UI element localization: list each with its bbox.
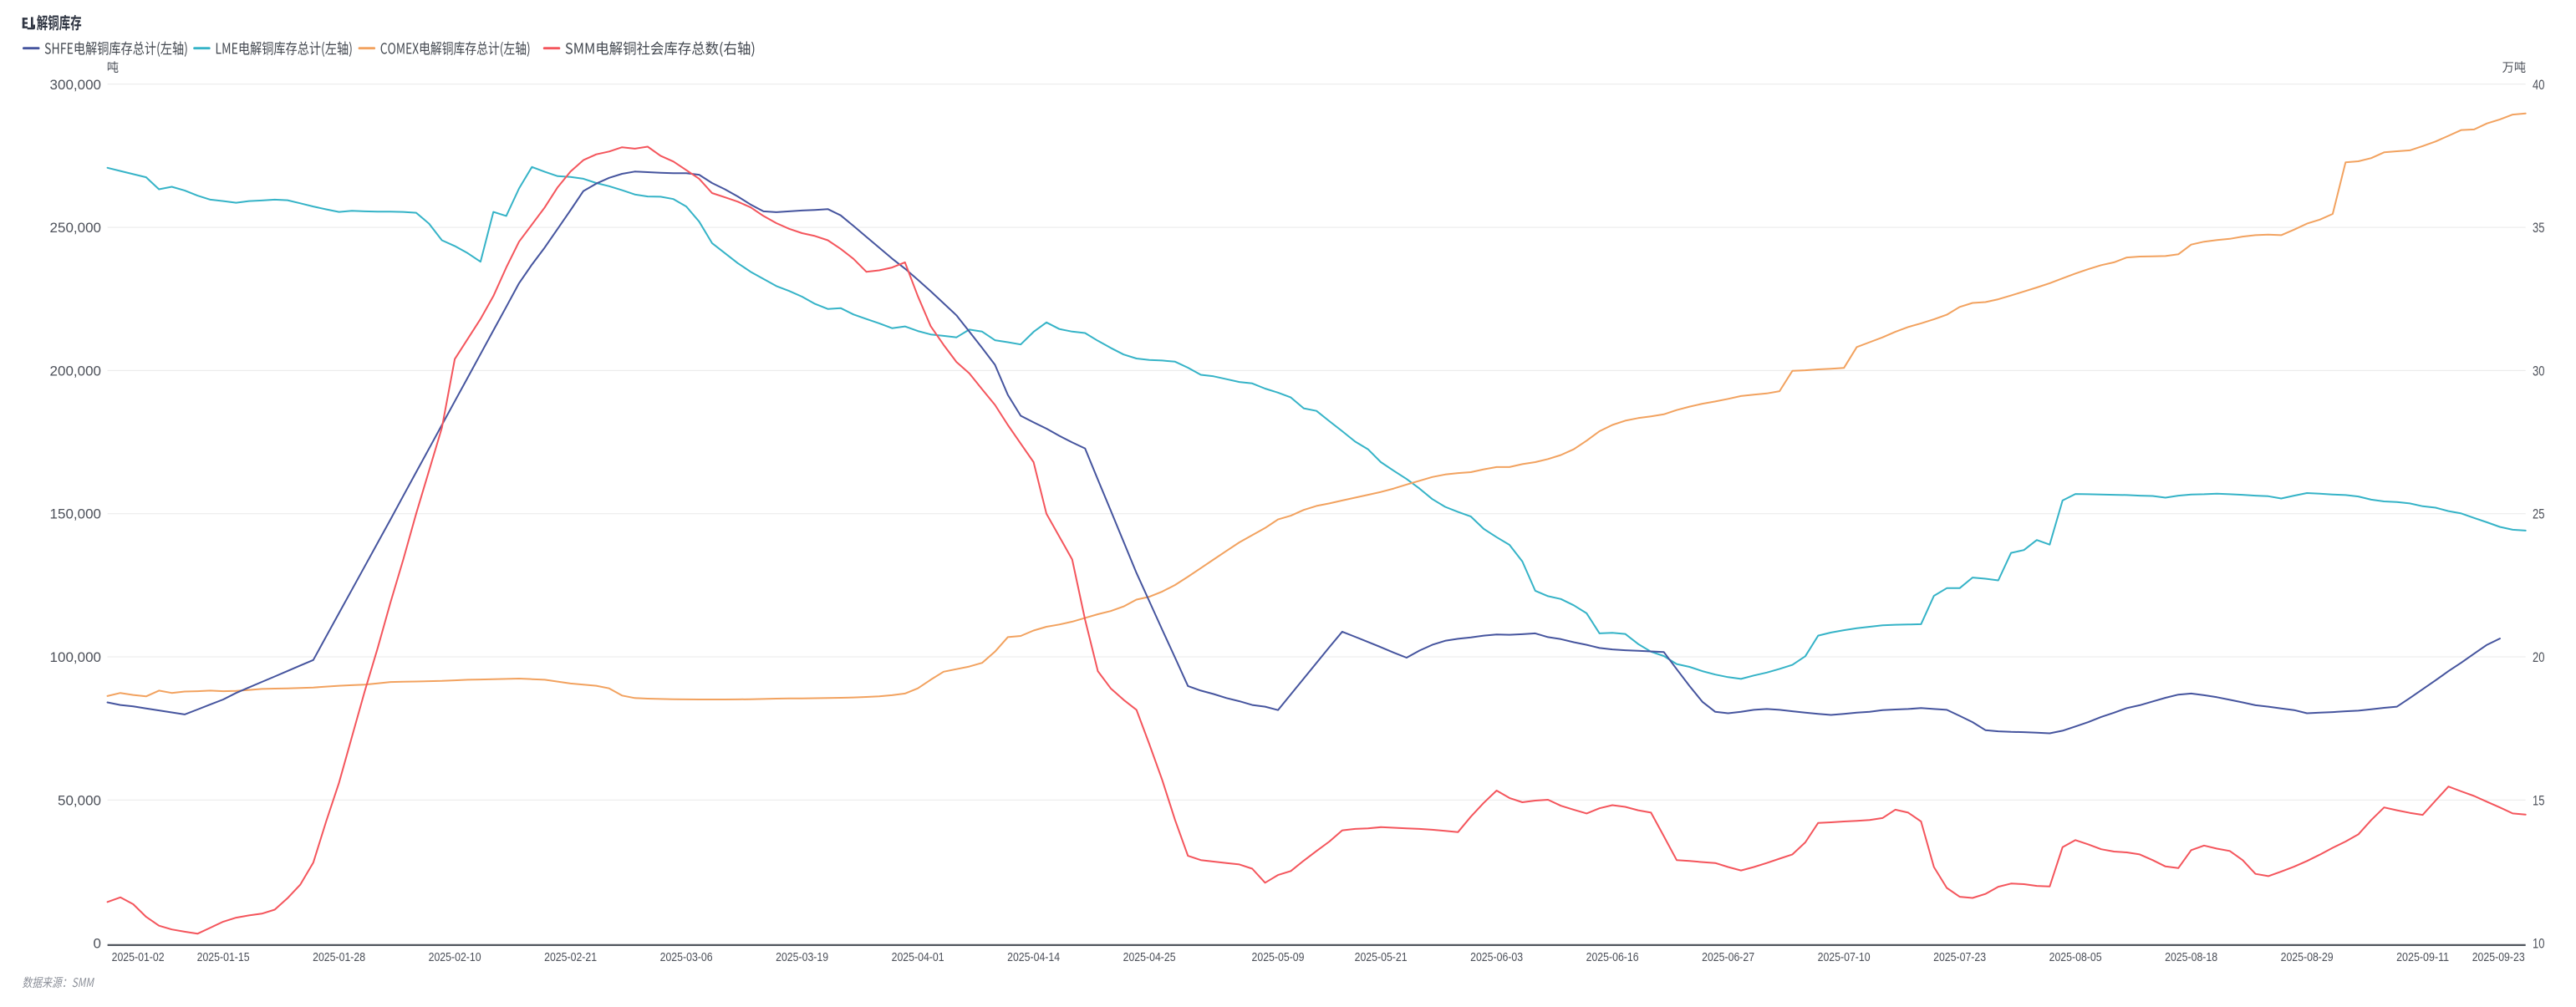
svg-text:2025-01-02: 2025-01-02 [112, 951, 165, 964]
svg-text:2025-02-21: 2025-02-21 [544, 951, 597, 964]
svg-text:300,000: 300,000 [50, 77, 101, 93]
svg-text:100,000: 100,000 [50, 649, 101, 665]
svg-text:2025-08-05: 2025-08-05 [2049, 951, 2102, 964]
svg-text:35: 35 [2533, 220, 2545, 236]
svg-text:2025-04-01: 2025-04-01 [892, 951, 944, 964]
svg-text:2025-04-14: 2025-04-14 [1007, 951, 1060, 964]
svg-text:2025-09-11: 2025-09-11 [2396, 951, 2449, 964]
svg-text:2025-03-19: 2025-03-19 [776, 951, 828, 964]
svg-text:2025-02-10: 2025-02-10 [429, 951, 481, 964]
svg-text:50,000: 50,000 [58, 792, 101, 808]
svg-text:2025-01-15: 2025-01-15 [197, 951, 250, 964]
svg-text:2025-06-27: 2025-06-27 [1702, 951, 1754, 964]
svg-text:250,000: 250,000 [50, 220, 101, 236]
svg-text:200,000: 200,000 [50, 363, 101, 379]
svg-text:20: 20 [2533, 649, 2545, 665]
svg-text:30: 30 [2533, 363, 2545, 379]
svg-text:2025-01-28: 2025-01-28 [313, 951, 365, 964]
svg-text:2025-06-03: 2025-06-03 [1470, 951, 1523, 964]
svg-text:10: 10 [2533, 936, 2545, 952]
svg-text:0: 0 [94, 936, 101, 952]
svg-text:150,000: 150,000 [50, 506, 101, 522]
svg-text:25: 25 [2533, 506, 2545, 522]
svg-text:2025-05-09: 2025-05-09 [1252, 951, 1305, 964]
svg-text:2025-05-21: 2025-05-21 [1355, 951, 1408, 964]
svg-text:2025-08-18: 2025-08-18 [2165, 951, 2217, 964]
svg-text:2025-07-10: 2025-07-10 [1818, 951, 1871, 964]
svg-text:40: 40 [2533, 77, 2545, 93]
svg-text:2025-07-23: 2025-07-23 [1933, 951, 1986, 964]
svg-text:15: 15 [2533, 792, 2545, 808]
svg-text:2025-04-25: 2025-04-25 [1123, 951, 1176, 964]
svg-text:2025-03-06: 2025-03-06 [660, 951, 713, 964]
svg-text:2025-06-16: 2025-06-16 [1586, 951, 1639, 964]
svg-text:2025-09-23: 2025-09-23 [2472, 951, 2525, 964]
svg-text:2025-08-29: 2025-08-29 [2281, 951, 2334, 964]
